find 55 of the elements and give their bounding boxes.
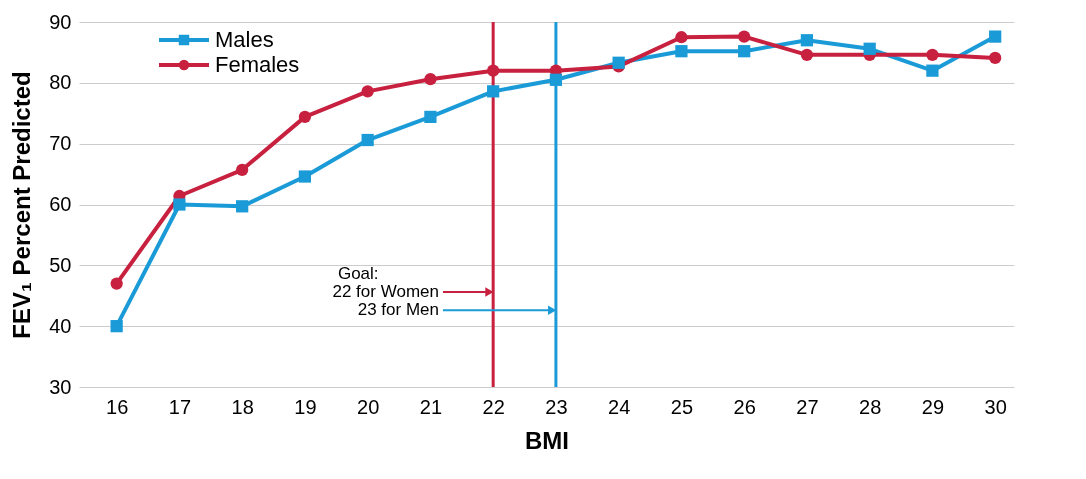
y-tick-label: 40: [49, 314, 72, 337]
point: [926, 48, 939, 61]
x-tick-label: 17: [168, 395, 192, 418]
x-tick-label: 21: [419, 395, 443, 418]
ref-line-label: 23 for Men: [357, 300, 439, 320]
point: [236, 200, 249, 213]
x-tick-label: 16: [106, 395, 129, 418]
x-tick-label: 23: [545, 395, 568, 418]
point: [612, 56, 625, 69]
y-tick-label: 50: [49, 253, 72, 276]
point: [487, 64, 500, 77]
y-tick-label: 30: [49, 375, 72, 398]
y-tick-label: 80: [49, 71, 72, 94]
x-tick-label: 18: [231, 395, 254, 418]
x-tick-label: 24: [608, 395, 631, 418]
x-tick-label: 25: [670, 395, 694, 418]
point: [110, 277, 123, 290]
point: [236, 163, 249, 176]
point: [863, 42, 876, 55]
legend-label: Males: [215, 27, 274, 52]
annotation: Goal:: [337, 263, 379, 283]
y-tick-label: 60: [49, 193, 72, 215]
point: [989, 51, 1002, 64]
point: [424, 73, 437, 86]
ref-line-label: 22 for Women: [332, 282, 439, 302]
x-tick-label: 29: [921, 395, 945, 418]
point: [800, 48, 814, 61]
point: [738, 45, 751, 58]
point: [549, 73, 563, 86]
y-tick-label: 90: [49, 10, 72, 33]
point: [487, 85, 500, 98]
x-axis-title: BMI: [525, 426, 569, 454]
point: [361, 85, 374, 98]
x-tick-label: 30: [984, 395, 1007, 418]
legend-label: Females: [215, 52, 300, 77]
x-tick-label: 26: [733, 395, 756, 418]
point: [173, 198, 186, 211]
point: [800, 34, 814, 47]
y-axis-title: FEV₁ Percent Predicted: [8, 71, 36, 339]
point: [675, 45, 688, 58]
x-tick-label: 19: [294, 395, 317, 418]
x-tick-label: 22: [482, 395, 505, 418]
point: [298, 170, 312, 183]
point: [926, 64, 939, 77]
point: [989, 30, 1002, 43]
point: [424, 110, 437, 124]
x-tick-label: 27: [796, 395, 819, 418]
point: [298, 110, 312, 124]
point: [675, 31, 688, 44]
x-tick-label: 28: [859, 395, 882, 418]
x-tick-label: 20: [357, 395, 380, 418]
point: [361, 133, 374, 147]
point: [110, 320, 123, 333]
point: [738, 30, 751, 43]
y-tick-label: 70: [49, 132, 72, 155]
